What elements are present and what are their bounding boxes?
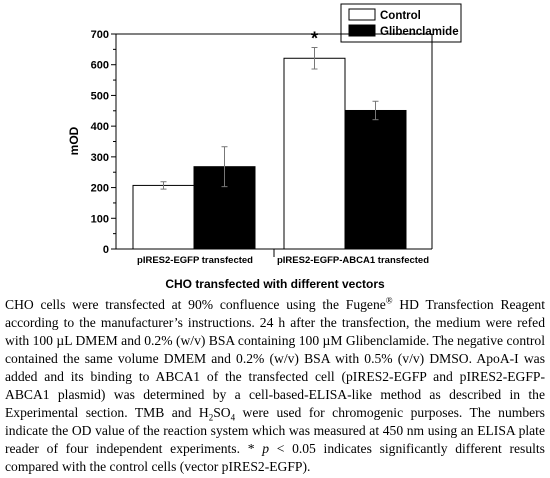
category-label-0: pIRES2-EGFP transfected (137, 255, 253, 266)
caption-text-2: HD Transfection Reagent according to the… (5, 297, 545, 420)
y-tick-label: 500 (91, 90, 109, 102)
y-axis-title: mOD (67, 126, 81, 155)
bars (132, 57, 407, 250)
legend-label-control: Control (380, 10, 421, 22)
legend-swatch-control (348, 8, 376, 21)
y-tick-label: 700 (91, 29, 109, 41)
category-label-1: pIRES2-EGFP-ABCA1 transfected (277, 255, 429, 266)
category-labels: pIRES2-EGFP transfected pIRES2-EGFP-ABCA1… (137, 255, 429, 266)
y-tick-label: 0 (103, 244, 109, 256)
y-axis-ticks: 0 100 200 300 400 500 600 700 (91, 29, 116, 256)
caption-superscript: ® (385, 295, 393, 306)
caption-text-5: < 0.05 indicates significantly different… (5, 441, 545, 474)
bar-control-1 (283, 57, 346, 250)
legend-swatch-glibenclamide (348, 24, 376, 37)
caption-subscript-2: 2 (208, 412, 214, 423)
bar-control-0 (132, 184, 195, 250)
caption-text-1: CHO cells were transfected at 90% conflu… (5, 297, 386, 312)
bar-glibenclamide-1 (344, 109, 407, 250)
annotations: * (311, 29, 318, 49)
x-axis-title: CHO transfected with different vectors (165, 277, 385, 291)
caption-p-italic: p (262, 441, 269, 456)
figure-caption: CHO cells were transfected at 90% conflu… (5, 296, 545, 476)
caption-text-4: were used for chromogenic purposes. The … (5, 405, 545, 456)
legend-label-glibenclamide: Glibenclamide (380, 26, 459, 38)
y-tick-label: 400 (91, 121, 109, 133)
legend: Control Glibenclamide (340, 3, 462, 43)
bar-chart: 0 100 200 300 400 500 600 700 pIRES2-EGFP trans… (67, 3, 462, 291)
error-bars (160, 47, 379, 190)
y-tick-label: 300 (91, 152, 109, 164)
significance-star: * (311, 29, 318, 49)
y-tick-label: 200 (91, 183, 109, 195)
y-tick-label: 600 (91, 60, 109, 72)
caption-subscript-4: 4 (230, 412, 236, 423)
y-tick-label: 100 (91, 213, 109, 225)
caption-text-3: SO (213, 405, 231, 420)
